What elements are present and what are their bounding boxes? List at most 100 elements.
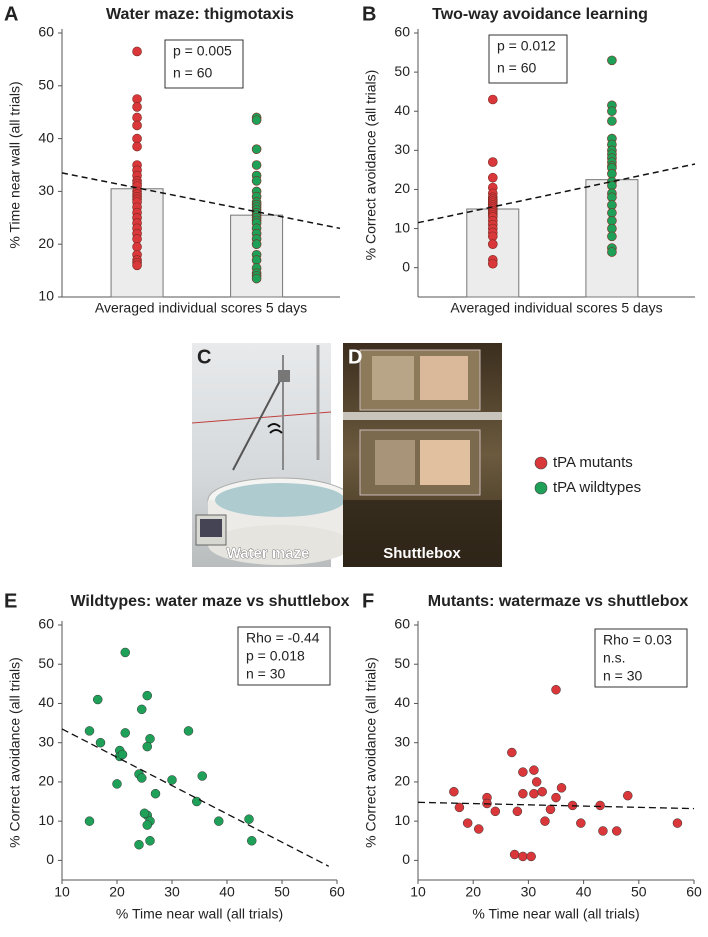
panel-letter: E (4, 590, 17, 612)
data-point (251, 160, 262, 170)
data-point (117, 749, 128, 760)
annotation: p = 0.018 (246, 648, 305, 664)
data-point (183, 726, 194, 736)
x-axis-label: Averaged individual scores 5 days (450, 300, 662, 316)
panel-letter: C (197, 346, 211, 368)
photo-water-maze (191, 343, 353, 567)
y-tick-label: 20 (394, 180, 410, 196)
data-point (487, 239, 498, 249)
annotation: p = 0.005 (173, 43, 232, 59)
legend-label: tPA wildtypes (553, 479, 641, 496)
y-tick-label: 60 (38, 24, 54, 40)
data-point (529, 765, 539, 775)
panel-letter: A (4, 3, 18, 25)
data-point (120, 647, 130, 658)
y-tick-label: 50 (394, 63, 410, 79)
data-point (551, 684, 561, 695)
x-tick-label: 50 (274, 884, 290, 900)
chart-title: Two-way avoidance learning (432, 6, 648, 23)
y-tick-label: 30 (38, 733, 54, 749)
y-tick-label: 10 (38, 288, 54, 304)
annotation: Rho = 0.03 (603, 632, 672, 648)
x-tick-label: 10 (410, 884, 426, 900)
y-axis-label: % Time near wall (all trials) (7, 81, 23, 248)
data-point (611, 826, 622, 836)
photo-label: Shuttlebox (383, 545, 461, 562)
data-point (487, 157, 498, 167)
data-point (244, 814, 254, 824)
x-tick-label: 30 (164, 884, 180, 900)
annotation-box (164, 39, 244, 89)
data-point (449, 786, 459, 797)
y-axis-label: % Correct avoidance (all trials) (363, 70, 379, 261)
annotation-box (237, 626, 331, 686)
data-point (607, 106, 617, 117)
panel-letter: D (348, 346, 362, 368)
data-point (132, 141, 142, 152)
x-tick-label: 60 (686, 884, 702, 900)
data-point (251, 115, 262, 125)
chart-title: Water maze: thigmotaxis (106, 6, 294, 23)
data-point (487, 172, 498, 183)
y-tick-label: 0 (402, 851, 410, 867)
panel-letter: B (362, 3, 376, 25)
data-point (487, 94, 498, 105)
y-tick-label: 40 (38, 129, 54, 145)
y-tick-label: 30 (394, 141, 410, 157)
data-point (137, 704, 147, 715)
annotation: n = 30 (603, 668, 643, 684)
data-point (139, 808, 150, 819)
x-tick-label: 50 (631, 884, 647, 900)
y-tick-label: 30 (38, 182, 54, 198)
photo-shuttlebox (343, 343, 502, 567)
data-point (251, 239, 262, 249)
data-point (247, 836, 257, 846)
data-point (526, 851, 536, 862)
data-point (145, 836, 155, 846)
data-point (490, 806, 501, 817)
data-point (551, 792, 561, 803)
x-tick-label: 40 (219, 884, 235, 900)
y-tick-label: 60 (394, 24, 410, 40)
annotation: Rho = -0.44 (246, 630, 320, 646)
y-tick-label: 50 (38, 77, 54, 93)
data-point (512, 806, 523, 817)
y-tick-label: 40 (394, 102, 410, 118)
photo-label: Water maze (227, 545, 310, 562)
legend-label: tPA mutants (553, 454, 633, 471)
y-tick-label: 20 (394, 773, 410, 789)
y-tick-label: 50 (38, 655, 54, 671)
y-tick-label: 60 (38, 616, 54, 632)
data-point (487, 258, 498, 269)
data-point (598, 826, 608, 836)
data-point (142, 690, 152, 701)
data-point (607, 116, 617, 126)
data-point (197, 771, 207, 781)
y-tick-label: 20 (38, 235, 54, 251)
data-point (132, 120, 142, 131)
legend-marker (534, 456, 548, 470)
data-point (132, 102, 142, 112)
data-point (473, 824, 484, 834)
data-point (150, 788, 161, 799)
data-point (134, 839, 144, 850)
data-point (529, 788, 539, 799)
data-point (537, 786, 547, 797)
x-tick-label: 20 (109, 884, 125, 900)
y-tick-label: 0 (402, 258, 410, 274)
data-point (556, 783, 567, 793)
y-axis-label: % Correct avoidance (all trials) (363, 657, 379, 848)
x-tick-label: 60 (329, 884, 345, 900)
data-point (132, 260, 142, 271)
data-point (545, 804, 556, 815)
data-point (576, 818, 586, 828)
trend-line (417, 801, 695, 810)
data-point (192, 796, 202, 807)
data-point (84, 816, 95, 826)
y-tick-label: 60 (394, 616, 410, 632)
data-point (507, 747, 517, 758)
data-point (540, 816, 550, 826)
data-point (454, 802, 465, 813)
annotation: p = 0.012 (497, 38, 556, 54)
